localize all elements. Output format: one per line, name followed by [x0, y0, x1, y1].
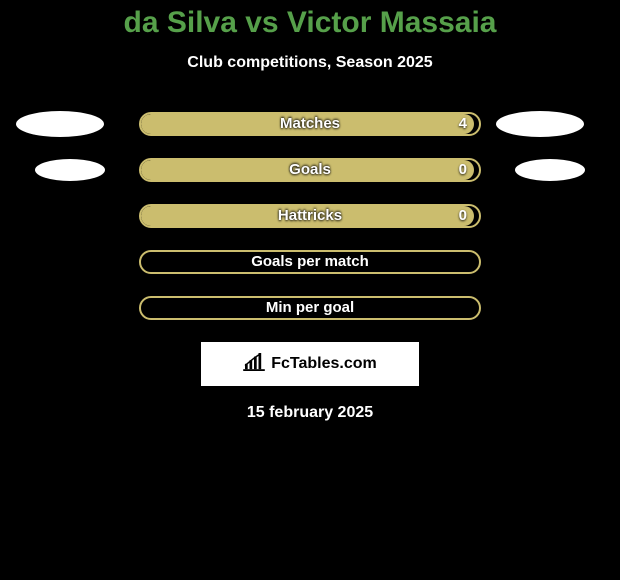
player-marker-left	[16, 111, 104, 137]
player-marker-right	[496, 111, 584, 137]
date-label: 15 february 2025	[0, 404, 620, 422]
brand-text: FcTables.com	[271, 355, 377, 373]
player-marker-left	[35, 159, 105, 181]
subtitle: Club competitions, Season 2025	[0, 54, 620, 72]
stat-row-goals: Goals0	[0, 158, 620, 182]
bar-track	[139, 158, 481, 182]
player-marker-right	[515, 159, 585, 181]
bar-track	[139, 204, 481, 228]
bar-fill	[141, 206, 474, 226]
bar-track	[139, 112, 481, 136]
bar-track	[139, 296, 481, 320]
stat-row-min-per-goal: Min per goal	[0, 296, 620, 320]
stat-row-goals-per-match: Goals per match	[0, 250, 620, 274]
stat-row-matches: Matches4	[0, 112, 620, 136]
stat-row-hattricks: Hattricks0	[0, 204, 620, 228]
bar-track	[139, 250, 481, 274]
chart-icon	[243, 353, 265, 376]
comparison-card: da Silva vs Victor Massaia Club competit…	[0, 0, 620, 580]
page-title: da Silva vs Victor Massaia	[0, 0, 620, 40]
bar-fill	[141, 114, 474, 134]
stat-bars: Matches4 Goals0 Hattricks0 Goals per match M…	[0, 112, 620, 320]
bar-fill	[141, 160, 474, 180]
brand-box: FcTables.com	[201, 342, 419, 386]
